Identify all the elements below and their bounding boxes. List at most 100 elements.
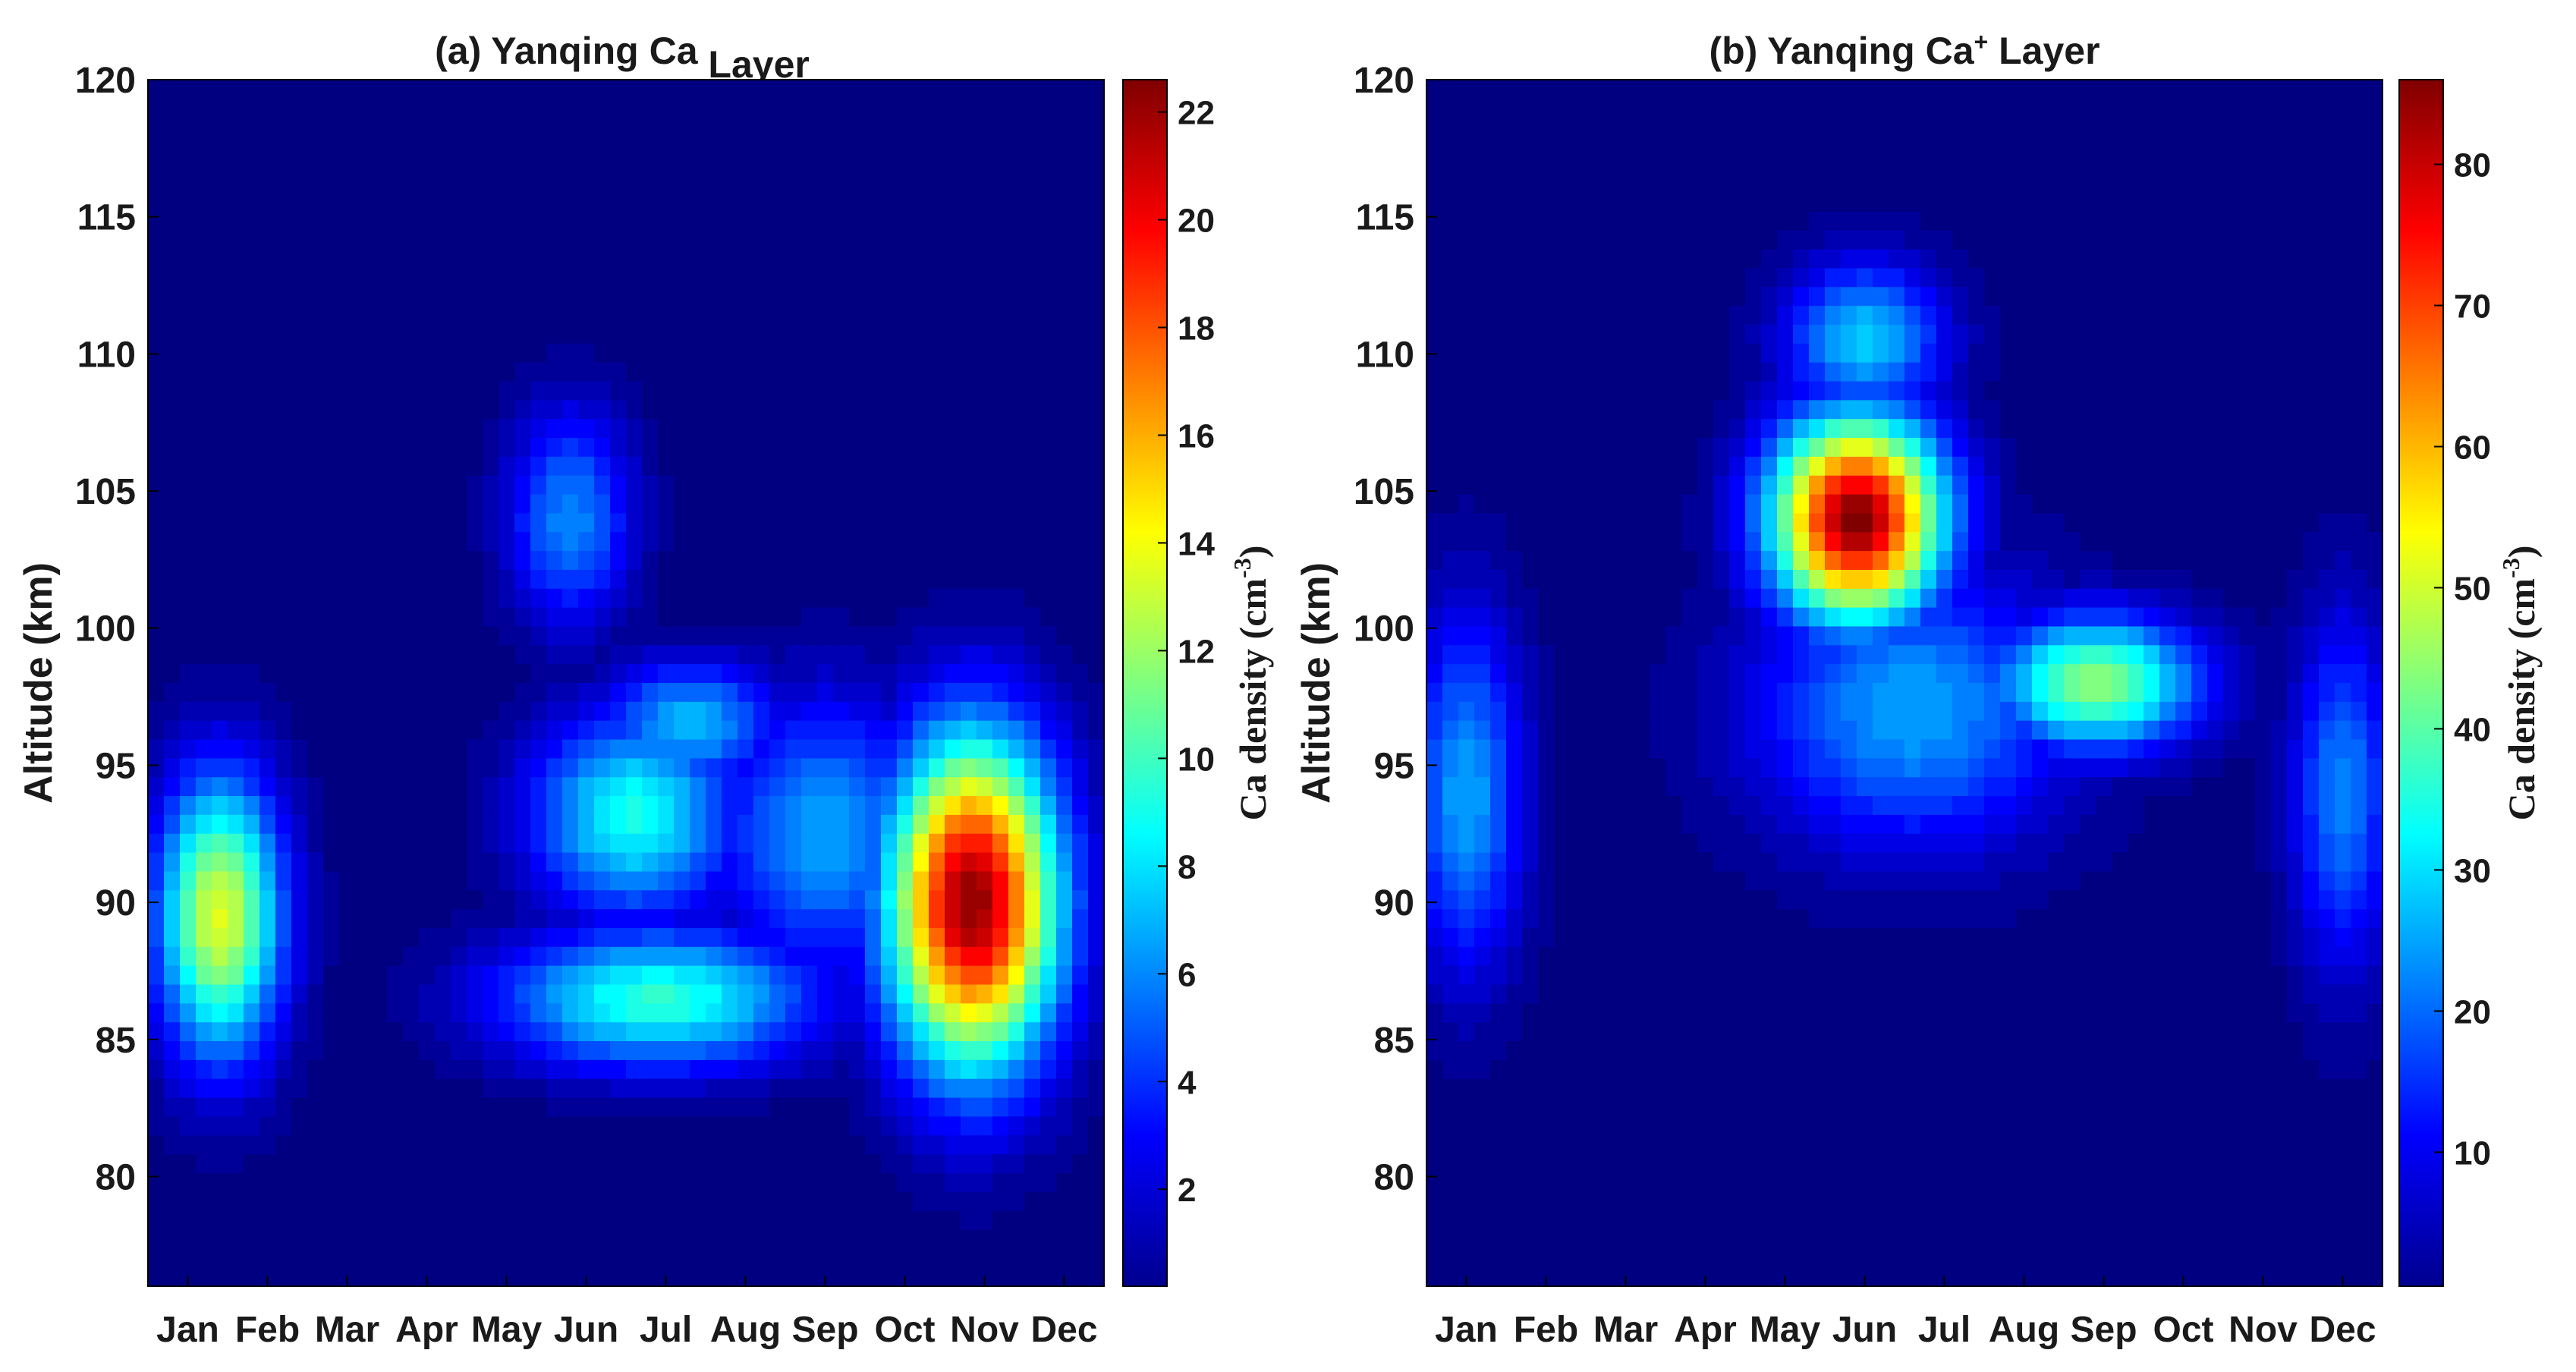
heatmap-cell — [1024, 306, 1041, 326]
heatmap-cell — [546, 927, 563, 948]
heatmap-cell — [244, 306, 260, 326]
heatmap-cell — [2080, 381, 2096, 401]
heatmap-cell — [2175, 324, 2192, 345]
heatmap-cell — [164, 588, 181, 609]
heatmap-cell — [2255, 98, 2272, 118]
heatmap-cell — [244, 513, 260, 533]
heatmap-cell — [2239, 117, 2256, 137]
heatmap-cell — [499, 513, 515, 533]
heatmap-cell — [403, 984, 420, 1004]
heatmap-cell — [562, 683, 579, 703]
heatmap-cell — [849, 1059, 866, 1080]
heatmap-cell — [961, 569, 977, 590]
heatmap-cell — [801, 1059, 818, 1080]
heatmap-cell — [2175, 80, 2192, 99]
heatmap-cell — [1442, 400, 1459, 420]
heatmap-cell — [945, 1116, 961, 1136]
heatmap-cell — [164, 664, 181, 684]
heatmap-cell — [610, 80, 627, 99]
heatmap-cell — [833, 80, 850, 99]
heatmap-cell — [323, 796, 340, 816]
heatmap-cell — [881, 1135, 898, 1155]
heatmap-cell — [658, 80, 675, 99]
heatmap-cell — [2207, 80, 2224, 99]
heatmap-cell — [1024, 720, 1041, 741]
heatmap-cell — [961, 1078, 977, 1099]
heatmap-cell — [1024, 193, 1041, 212]
heatmap-cell — [403, 249, 420, 269]
heatmap-cell — [307, 683, 324, 703]
heatmap-cell — [530, 513, 547, 533]
heatmap-cell — [451, 871, 467, 891]
heatmap-cell — [562, 701, 579, 722]
heatmap-cell — [642, 965, 659, 986]
heatmap-cell — [817, 683, 834, 703]
heatmap-cell — [514, 532, 531, 552]
heatmap-cell — [403, 909, 420, 929]
heatmap-cell — [1040, 230, 1057, 250]
heatmap-cell — [961, 249, 977, 269]
heatmap-cell — [674, 927, 690, 948]
heatmap-cell — [403, 456, 420, 477]
heatmap-cell — [992, 324, 1009, 345]
heatmap-cell — [2112, 343, 2128, 363]
heatmap-cell — [769, 814, 786, 835]
heatmap-cell — [259, 1248, 276, 1268]
heatmap-cell — [259, 683, 276, 703]
heatmap-cell — [1442, 136, 1459, 156]
heatmap-cell — [371, 174, 388, 194]
heatmap-cell — [722, 777, 738, 797]
heatmap-cell — [275, 136, 292, 156]
heatmap-cell — [2239, 249, 2256, 269]
heatmap-cell — [1968, 306, 1985, 326]
heatmap-cell — [913, 249, 929, 269]
heatmap-cell — [961, 155, 977, 175]
heatmap-cell — [1634, 230, 1650, 250]
heatmap-cell — [785, 871, 802, 891]
heatmap-cell — [738, 927, 754, 948]
heatmap-cell — [1761, 287, 1778, 307]
heatmap-cell — [546, 174, 563, 194]
heatmap-cell — [2223, 211, 2240, 231]
heatmap-cell — [833, 683, 850, 703]
heatmap-cell — [1088, 588, 1105, 609]
heatmap-cell — [865, 796, 882, 816]
heatmap-cell — [849, 852, 866, 873]
heatmap-cell — [2191, 381, 2208, 401]
heatmap-cell — [977, 1191, 993, 1212]
heatmap-cell — [881, 400, 898, 420]
heatmap-cell — [578, 569, 595, 590]
heatmap-cell — [849, 1210, 866, 1231]
heatmap-cell — [913, 890, 929, 910]
heatmap-cell — [530, 362, 547, 382]
heatmap-cell — [291, 287, 308, 307]
heatmap-cell — [339, 80, 356, 99]
heatmap-cell — [722, 720, 738, 741]
heatmap-cell — [2367, 362, 2383, 382]
heatmap-cell — [642, 1229, 659, 1249]
heatmap-cell — [244, 136, 260, 156]
heatmap-cell — [483, 796, 499, 816]
heatmap-cell — [690, 1248, 706, 1268]
heatmap-cell — [387, 777, 404, 797]
heatmap-cell — [1650, 249, 1666, 269]
heatmap-cell — [196, 569, 212, 590]
heatmap-cell — [2239, 230, 2256, 250]
heatmap-cell — [578, 532, 595, 552]
heatmap-cell — [435, 965, 451, 986]
heatmap-cell — [2112, 324, 2128, 345]
y-tick-label: 115 — [77, 198, 136, 238]
heatmap-cell — [339, 1003, 356, 1023]
heatmap-cell — [977, 909, 993, 929]
heatmap-cell — [881, 513, 898, 533]
heatmap-cell — [801, 965, 818, 986]
heatmap-cell — [1040, 1022, 1057, 1042]
heatmap-cell — [1952, 136, 1969, 156]
heatmap-cell — [467, 249, 483, 269]
heatmap-cell — [738, 193, 754, 212]
heatmap-cell — [212, 230, 228, 250]
heatmap-cell — [849, 1229, 866, 1249]
heatmap-cell — [1458, 324, 1475, 345]
heatmap-cell — [323, 965, 340, 986]
heatmap-cell — [1634, 136, 1650, 156]
